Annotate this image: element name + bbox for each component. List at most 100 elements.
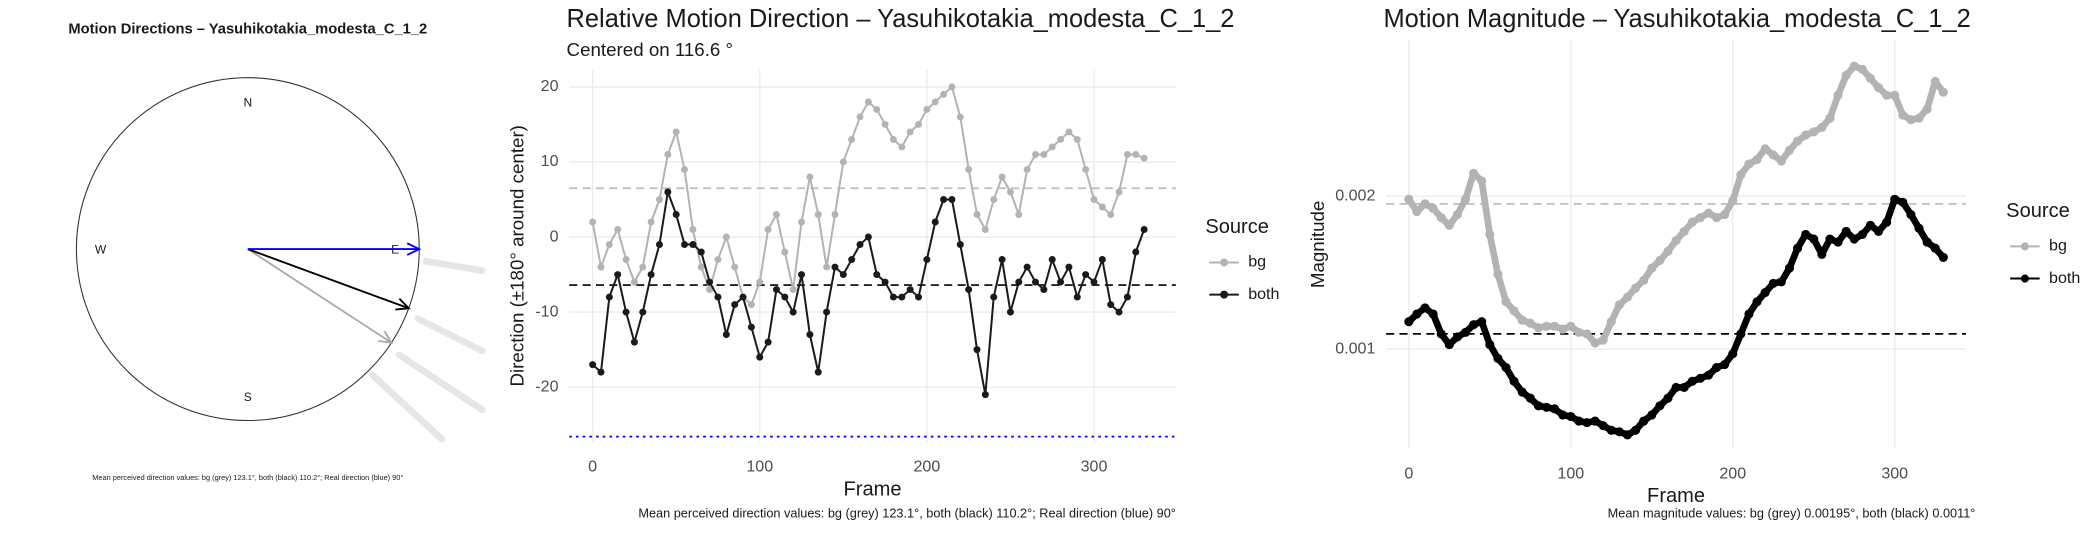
x-axis-label: Frame [844,478,902,500]
legend-title: Source [2006,200,2070,222]
data-point [1809,234,1819,244]
data-point [597,368,605,376]
data-point [1712,362,1722,373]
data-point [1752,154,1762,165]
x-tick-label: 200 [913,458,940,476]
data-point [1736,170,1746,180]
data-point [1793,136,1803,146]
data-point [1809,127,1819,137]
data-point [1558,324,1568,334]
data-point [1938,252,1948,262]
data-point [940,90,948,98]
data-point [1873,226,1884,236]
data-point [798,271,806,279]
data-point [1728,196,1738,206]
data-point [956,241,964,249]
data-point [1906,210,1916,220]
data-point [873,271,881,279]
data-point [1606,317,1616,327]
data-point [1550,404,1560,414]
y-tick-label: -10 [535,302,558,320]
data-point [1493,353,1503,363]
data-point [1639,416,1649,426]
data-point [1776,156,1786,166]
data-point [965,165,973,173]
data-point [1606,425,1616,435]
data-point [1849,61,1859,71]
data-point [1793,243,1803,253]
data-point [1801,229,1811,240]
data-point [1679,226,1689,236]
data-point [756,353,764,361]
data-point [639,308,647,316]
data-point [1631,283,1641,293]
data-point [931,98,939,106]
data-point [1420,303,1430,313]
data-point [789,308,797,316]
series-line [1406,62,1947,347]
data-point [1469,168,1479,178]
data-point [731,263,739,271]
data-point [1817,122,1827,132]
data-point [1460,327,1471,337]
data-point [722,331,730,339]
data-point [731,301,739,309]
data-point [1541,402,1552,412]
data-point [1444,340,1454,350]
ray [422,257,486,274]
chart-title: Motion Directions – Yasuhikotakia_modest… [68,21,427,37]
data-point [1857,64,1867,74]
data-point [1841,226,1851,236]
data-point [1509,376,1519,386]
data-point [714,256,722,264]
data-point [756,278,764,286]
data-point [1752,297,1762,307]
data-point [990,196,998,203]
ray [414,315,486,355]
y-axis-label: Magnitude [1307,201,1328,288]
data-point [1032,150,1039,158]
data-point [1469,320,1479,330]
data-point [1040,150,1048,158]
data-point [848,135,856,143]
data-point [1452,210,1462,220]
data-point [889,293,897,301]
data-point [1882,217,1892,227]
data-point [981,226,989,233]
data-point [747,301,755,309]
data-point [940,196,948,203]
data-point [1890,90,1900,100]
data-point [814,211,822,218]
data-point [1914,223,1924,233]
data-point [764,226,772,233]
data-point [856,113,864,121]
data-point [798,218,806,226]
data-point [722,233,730,241]
data-point [664,150,672,158]
data-point [1140,226,1148,233]
data-point [1048,143,1056,151]
chart-title: Relative Motion Direction – Yasuhikotaki… [567,5,1235,33]
data-point [1744,309,1754,319]
data-point [1655,401,1665,411]
data-point [622,256,630,264]
data-point [881,120,889,128]
data-point [1671,382,1681,392]
data-point [1622,430,1633,440]
data-point [1082,165,1090,173]
data-point [1048,256,1056,264]
data-point [1720,359,1730,370]
direction-label: W [95,243,107,257]
data-point [622,308,630,316]
data-point [1825,113,1835,123]
data-point [1938,87,1948,97]
data-point [1404,194,1414,204]
data-point [1655,255,1665,266]
data-point [1930,243,1940,253]
data-point [1825,234,1835,244]
data-point [1057,135,1065,143]
y-tick-label: 0.001 [1335,339,1375,357]
y-axis-label: Direction (±180° around center) [506,125,527,386]
data-point [1107,211,1115,218]
